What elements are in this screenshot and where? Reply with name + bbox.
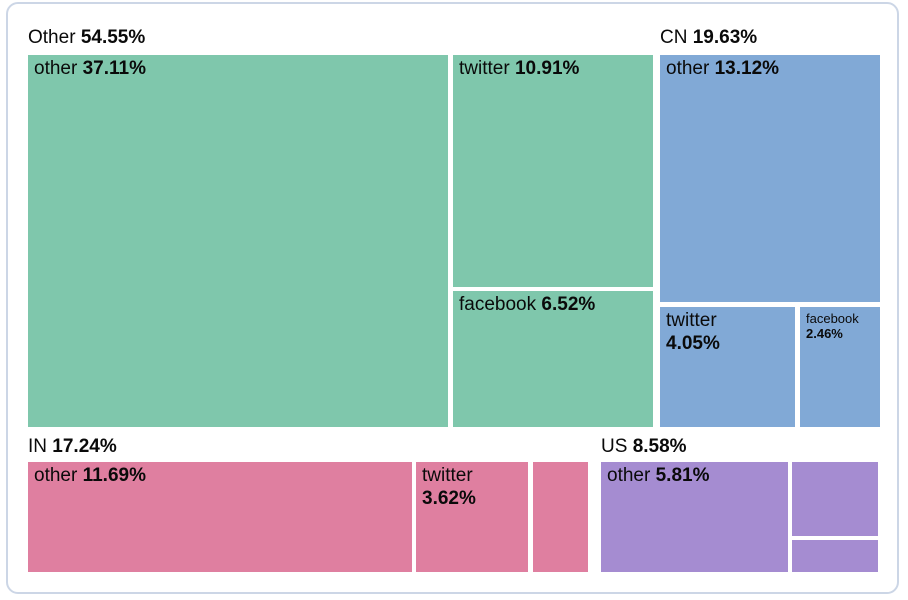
cell-name: facebook xyxy=(806,311,859,326)
treemap-cell-other-facebook[interactable]: facebook 6.52% xyxy=(453,291,653,427)
cell-percent: 5.81% xyxy=(655,465,710,486)
treemap-group-label-us: US 8.58% xyxy=(601,436,687,458)
cell-name: other xyxy=(34,58,78,79)
cell-percent: 13.12% xyxy=(714,58,780,79)
group-percent: 8.58% xyxy=(632,436,687,457)
cell-name: twitter xyxy=(666,310,717,331)
treemap-cell-in-other[interactable]: other 11.69% xyxy=(28,462,412,572)
group-name: CN xyxy=(660,27,688,48)
cell-percent: 3.62% xyxy=(422,488,476,509)
treemap-cell-us-other[interactable]: other 5.81% xyxy=(601,462,788,572)
cell-percent: 2.46% xyxy=(806,326,843,341)
cell-name: other xyxy=(607,465,651,486)
treemap-cell-cn-facebook[interactable]: facebook 2.46% xyxy=(800,307,880,427)
treemap-cell-cn-twitter[interactable]: twitter 4.05% xyxy=(660,307,795,427)
group-percent: 19.63% xyxy=(692,27,758,48)
treemap-cell-in-twitter[interactable]: twitter 3.62% xyxy=(416,462,528,572)
treemap-cell-cn-other[interactable]: other 13.12% xyxy=(660,55,880,302)
treemap-cell-other-twitter[interactable]: twitter 10.91% xyxy=(453,55,653,287)
cell-name: facebook xyxy=(459,294,537,315)
treemap-group-label-cn: CN 19.63% xyxy=(660,27,757,49)
cell-name: other xyxy=(34,465,78,486)
group-percent: 17.24% xyxy=(52,436,117,457)
cell-name: other xyxy=(666,58,710,79)
cell-name: twitter xyxy=(459,58,510,79)
cell-percent: 10.91% xyxy=(514,58,580,79)
treemap-cell-other-other[interactable]: other 37.11% xyxy=(28,55,448,427)
treemap-cell-in-unlabeled[interactable] xyxy=(533,462,588,572)
cell-percent: 4.05% xyxy=(666,333,720,354)
cell-percent: 11.69% xyxy=(82,465,146,486)
treemap-cell-us-unlabeled-2[interactable] xyxy=(792,540,878,572)
treemap-group-label-in: IN 17.24% xyxy=(28,436,117,458)
treemap-cell-us-unlabeled-1[interactable] xyxy=(792,462,878,536)
cell-percent: 37.11% xyxy=(82,58,146,79)
group-percent: 54.55% xyxy=(80,27,146,48)
treemap-group-label-other: Other 54.55% xyxy=(28,27,145,49)
group-name: Other xyxy=(28,27,76,48)
cell-percent: 6.52% xyxy=(541,294,596,315)
cell-name: twitter xyxy=(422,465,473,486)
group-name: IN xyxy=(28,436,47,457)
group-name: US xyxy=(601,436,628,457)
